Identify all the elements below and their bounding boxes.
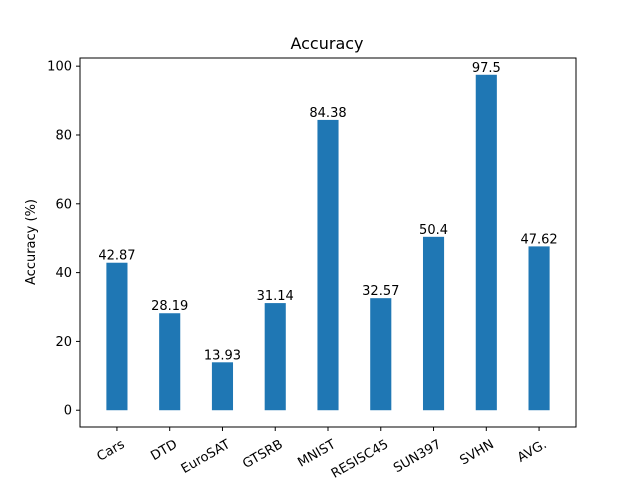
bar-cars xyxy=(106,262,128,411)
data-label-mnist: 84.38 xyxy=(309,106,346,121)
y-tick-label-100: 100 xyxy=(47,60,72,75)
data-label-avg: 47.62 xyxy=(520,232,557,247)
bar-eurosat xyxy=(211,362,234,411)
x-tick-label-dtd: DTD xyxy=(148,437,180,464)
y-axis-label: Accuracy (%) xyxy=(24,199,39,285)
y-tick-label-20: 20 xyxy=(55,335,72,350)
data-label-svhn: 97.5 xyxy=(472,61,501,76)
plot-frame xyxy=(79,57,577,428)
x-tick-label-eurosat: EuroSAT xyxy=(179,437,233,477)
bar-gtsrb xyxy=(264,303,286,411)
bar-resisc45 xyxy=(370,298,392,411)
y-tick-label-0: 0 xyxy=(64,404,72,419)
chart-title: Accuracy xyxy=(290,34,363,53)
x-tick-label-gtsrb: GTSRB xyxy=(240,437,285,472)
bar-sun397 xyxy=(422,236,445,411)
y-tick-label-40: 40 xyxy=(55,266,72,281)
bar-mnist xyxy=(317,119,339,411)
data-label-resisc45: 32.57 xyxy=(362,284,399,299)
bar-avg xyxy=(528,246,550,411)
bars-group xyxy=(106,74,550,411)
y-axis: 0 20 40 60 80 100 xyxy=(47,60,80,419)
data-label-cars: 42.87 xyxy=(98,249,135,264)
data-label-gtsrb: 31.14 xyxy=(257,289,294,304)
data-label-sun397: 50.4 xyxy=(419,223,448,238)
x-tick-label-sun397: SUN397 xyxy=(391,437,444,476)
x-tick-label-resisc45: RESISC45 xyxy=(329,437,391,480)
x-tick-label-mnist: MNIST xyxy=(295,437,338,471)
data-label-dtd: 28.19 xyxy=(151,299,188,314)
data-label-eurosat: 13.93 xyxy=(204,348,241,363)
data-labels-group: 42.87 28.19 13.93 31.14 84.38 32.57 50.4 97.5 47… xyxy=(98,61,557,364)
x-tick-label-avg: AVG. xyxy=(515,437,549,466)
x-tick-label-svhn: SVHN xyxy=(457,437,496,468)
y-tick-label-80: 80 xyxy=(55,128,72,143)
x-tick-label-cars: Cars xyxy=(95,437,128,465)
y-tick-label-60: 60 xyxy=(55,197,72,212)
bar-dtd xyxy=(159,313,181,411)
bar-svhn xyxy=(475,74,497,411)
